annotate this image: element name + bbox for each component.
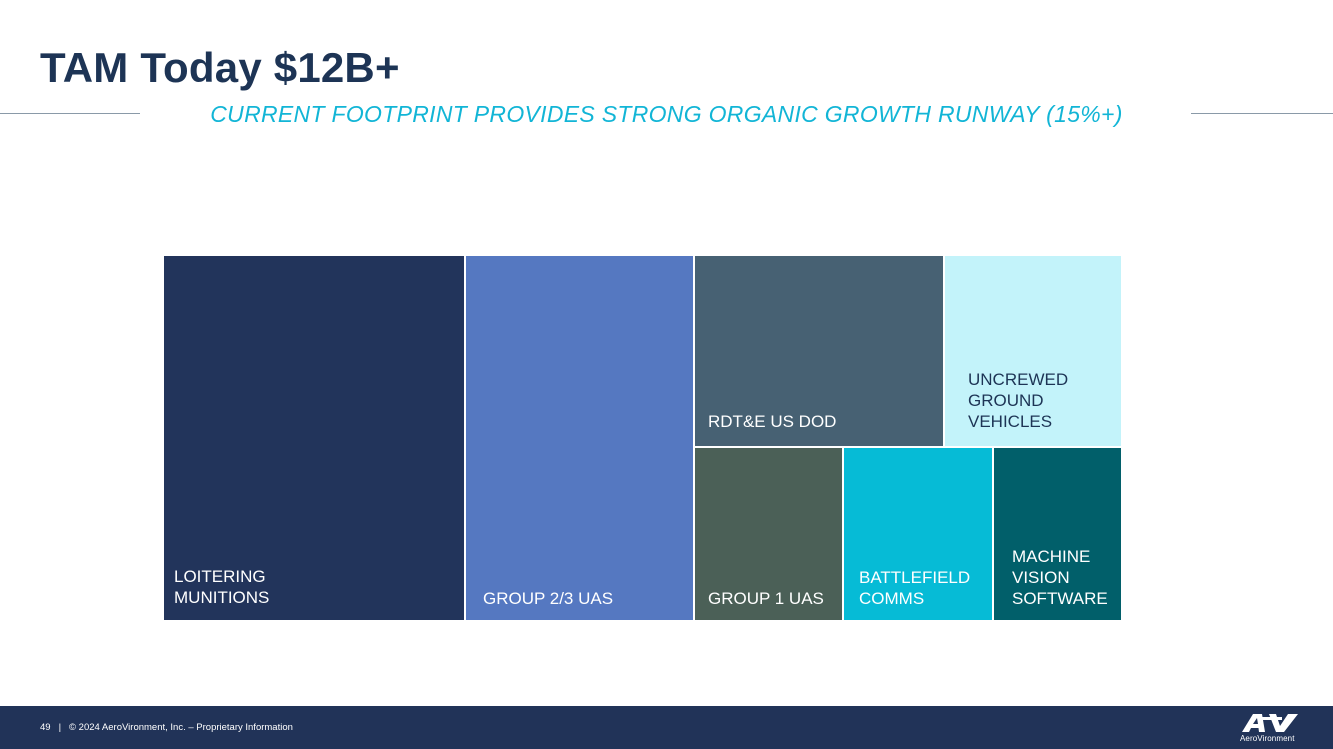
treemap-tile: GROUP 2/3 UAS xyxy=(466,256,695,622)
av-logo: AeroVironment xyxy=(1240,714,1302,744)
page-number: 49 xyxy=(40,722,51,733)
treemap-tile-label: LOITERING MUNITIONS xyxy=(174,567,270,607)
treemap-tile: RDT&E US DOD xyxy=(695,256,945,448)
treemap-tile-label: MACHINE VISION SOFTWARE xyxy=(1012,547,1108,608)
slide-title: TAM Today $12B+ xyxy=(40,44,400,91)
treemap-tile: MACHINE VISION SOFTWARE xyxy=(994,448,1123,622)
treemap-tile-label: GROUP 1 UAS xyxy=(708,589,824,608)
footer-text: 49 | © 2024 AeroVironment, Inc. – Propriet… xyxy=(40,722,293,733)
treemap-tile-label: GROUP 2/3 UAS xyxy=(483,589,614,608)
treemap-tile: BATTLEFIELD COMMS xyxy=(844,448,994,622)
copyright-notice: © 2024 AeroVironment, Inc. – Proprietary… xyxy=(69,722,293,733)
treemap-tile: GROUP 1 UAS xyxy=(695,448,844,622)
treemap-tile: UNCREWED GROUND VEHICLES xyxy=(945,256,1123,448)
right-divider xyxy=(1191,113,1333,114)
footer-separator: | xyxy=(58,722,62,733)
logo-wordmark: AeroVironment xyxy=(1240,734,1295,743)
footer-bar: 49 | © 2024 AeroVironment, Inc. – Propriet… xyxy=(0,706,1333,749)
treemap-tile-label: RDT&E US DOD xyxy=(708,412,837,431)
treemap-tile-label: BATTLEFIELD COMMS xyxy=(859,568,971,608)
left-divider xyxy=(0,113,140,114)
slide-subtitle: CURRENT FOOTPRINT PROVIDES STRONG ORGANI… xyxy=(210,101,1123,127)
treemap-tile-label: UNCREWED GROUND VEHICLES xyxy=(968,370,1069,431)
av-logo-icon xyxy=(1242,714,1298,732)
treemap-tile: LOITERING MUNITIONS xyxy=(164,256,466,622)
